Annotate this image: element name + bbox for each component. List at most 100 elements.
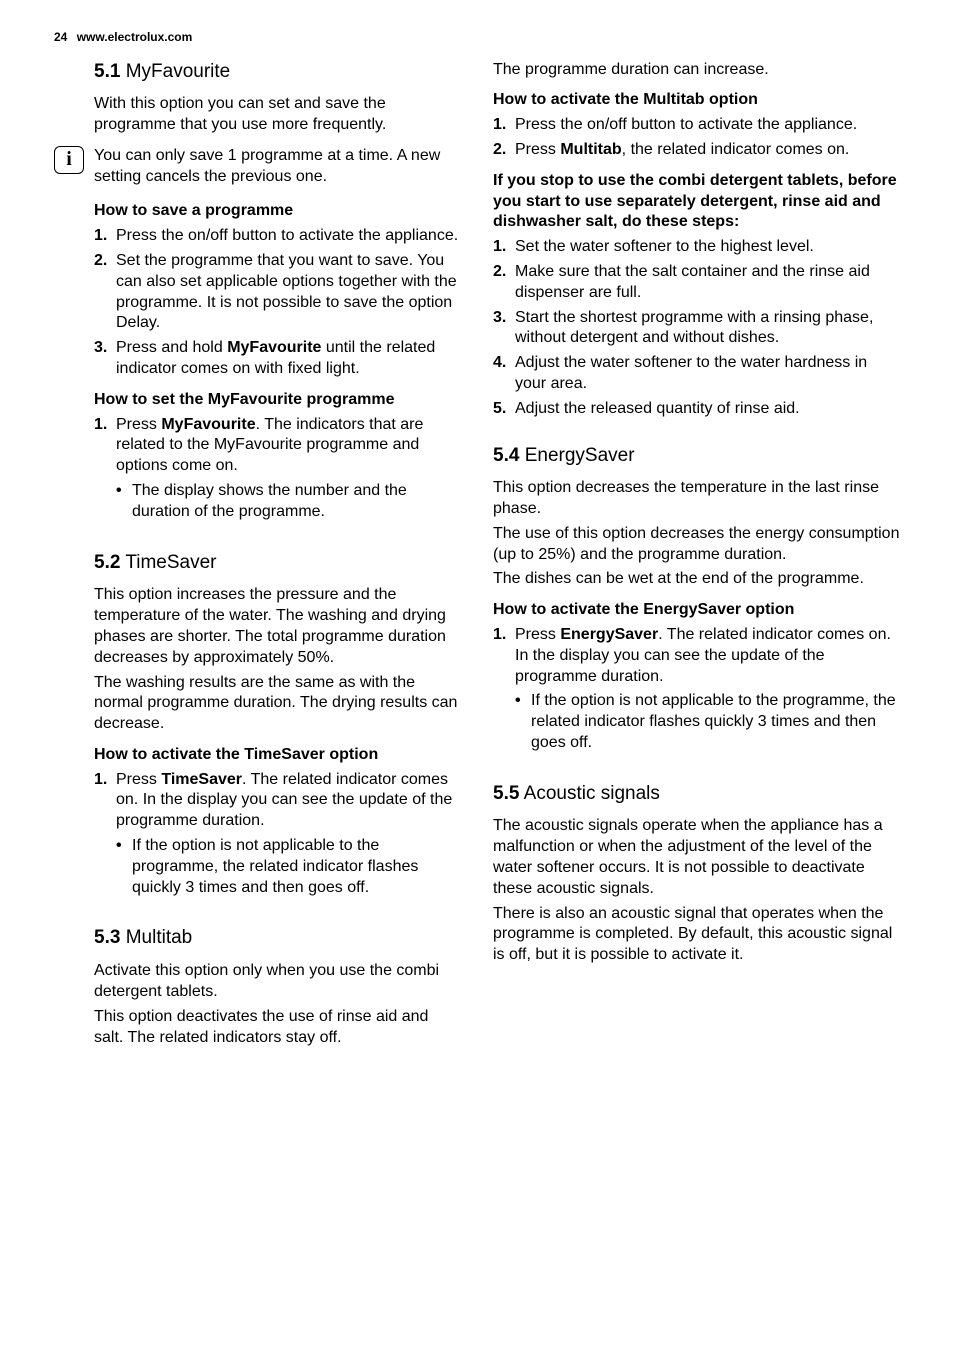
heading-title: Acoustic signals	[524, 783, 660, 804]
heading-5-2: 5.2 TimeSaver	[94, 551, 461, 576]
body-text: The acoustic signals operate when the ap…	[493, 816, 900, 899]
body-text: The washing results are the same as with…	[94, 673, 461, 735]
heading-num: 5.1	[94, 61, 120, 82]
text-part: Press and hold	[116, 339, 227, 356]
bullet-text: If the option is not applicable to the p…	[531, 691, 900, 753]
list-item: 2.Make sure that the salt container and …	[493, 262, 900, 304]
step-text: Start the shortest programme with a rins…	[515, 308, 900, 350]
step-marker: 4.	[493, 353, 515, 395]
text-part: Press	[515, 626, 560, 643]
body-text: This option decreases the temperature in…	[493, 478, 900, 520]
page-header: 24 www.electrolux.com	[54, 30, 900, 46]
header-url: www.electrolux.com	[77, 30, 193, 44]
heading-5-4: 5.4 EnergySaver	[493, 444, 900, 469]
text-part: Press	[116, 771, 161, 788]
step-text: Press the on/off button to activate the …	[116, 226, 461, 247]
list-item: 3.Press and hold MyFavourite until the r…	[94, 338, 461, 380]
step-marker: 2.	[493, 140, 515, 161]
step-text: Press MyFavourite. The indicators that a…	[116, 415, 461, 527]
text-part: Press	[116, 416, 161, 433]
list-item: 1.Set the water softener to the highest …	[493, 237, 900, 258]
step-text: Set the water softener to the highest le…	[515, 237, 900, 258]
list-item: 2.Press Multitab, the related indicator …	[493, 140, 900, 161]
intro-text: With this option you can set and save th…	[94, 94, 461, 136]
body-text: The use of this option decreases the ene…	[493, 524, 900, 566]
heading-num: 5.5	[493, 783, 519, 804]
step-marker: 1.	[94, 226, 116, 247]
set-steps-list: 1. Press MyFavourite. The indicators tha…	[94, 415, 461, 527]
bullet-item: If the option is not applicable to the p…	[515, 691, 900, 753]
heading-5-5: 5.5 Acoustic signals	[493, 782, 900, 807]
heading-num: 5.4	[493, 445, 519, 466]
heading-title: MyFavourite	[126, 61, 231, 82]
step-text: Press TimeSaver. The related indicator c…	[116, 770, 461, 903]
info-text: You can only save 1 programme at a time.…	[94, 146, 461, 188]
section-5-5: 5.5 Acoustic signals The acoustic signal…	[493, 782, 900, 966]
save-steps-list: 1.Press the on/off button to activate th…	[94, 226, 461, 380]
section-5-2: 5.2 TimeSaver This option increases the …	[54, 551, 461, 903]
list-item: 3.Start the shortest programme with a ri…	[493, 308, 900, 350]
step-marker: 5.	[493, 399, 515, 420]
body-text: The programme duration can increase.	[493, 60, 900, 81]
heading-5-1: 5.1 MyFavourite	[94, 60, 461, 85]
body-text: There is also an acoustic signal that op…	[493, 904, 900, 966]
body-text: This option deactivates the use of rinse…	[94, 1007, 461, 1049]
step-marker: 1.	[94, 770, 116, 903]
subheading-activate-energysaver: How to activate the EnergySaver option	[493, 600, 900, 621]
section-5-3-left: 5.3 Multitab Activate this option only w…	[54, 926, 461, 1048]
heading-title: EnergySaver	[525, 445, 635, 466]
bullet-item: The display shows the number and the dur…	[116, 481, 461, 523]
activate-steps-list: 1. Press TimeSaver. The related indicato…	[94, 770, 461, 903]
step-text: Make sure that the salt container and th…	[515, 262, 900, 304]
list-item: 1. Press TimeSaver. The related indicato…	[94, 770, 461, 903]
info-icon: i	[54, 146, 84, 174]
step-text: Press EnergySaver. The related indicator…	[515, 625, 900, 758]
bullet-item: If the option is not applicable to the p…	[116, 836, 461, 898]
step-text: Adjust the water softener to the water h…	[515, 353, 900, 395]
step-marker: 1.	[493, 625, 515, 758]
list-item: 5.Adjust the released quantity of rinse …	[493, 399, 900, 420]
step-marker: 3.	[493, 308, 515, 350]
section-5-1: 5.1 MyFavourite With this option you can…	[54, 60, 461, 527]
heading-title: Multitab	[126, 927, 193, 948]
heading-num: 5.3	[94, 927, 120, 948]
stop-combi-list: 1.Set the water softener to the highest …	[493, 237, 900, 419]
subheading-set: How to set the MyFavourite programme	[94, 390, 461, 411]
bullet-text: If the option is not applicable to the p…	[132, 836, 461, 898]
bold-term: MyFavourite	[227, 339, 321, 356]
list-item: 1.Press the on/off button to activate th…	[493, 115, 900, 136]
list-item: 2.Set the programme that you want to sav…	[94, 251, 461, 334]
step-marker: 2.	[493, 262, 515, 304]
step-marker: 3.	[94, 338, 116, 380]
list-item: 1. Press MyFavourite. The indicators tha…	[94, 415, 461, 527]
bold-term: TimeSaver	[161, 771, 242, 788]
list-item: 1.Press the on/off button to activate th…	[94, 226, 461, 247]
subheading-activate-multitab: How to activate the Multitab option	[493, 90, 900, 111]
list-item: 1. Press EnergySaver. The related indica…	[493, 625, 900, 758]
step-text: Set the programme that you want to save.…	[116, 251, 461, 334]
body-text: The dishes can be wet at the end of the …	[493, 569, 900, 590]
subheading-activate: How to activate the TimeSaver option	[94, 745, 461, 766]
subheading-stop-combi: If you stop to use the combi detergent t…	[493, 171, 900, 233]
info-note: i You can only save 1 programme at a tim…	[54, 146, 461, 188]
sub-bullet-list: The display shows the number and the dur…	[116, 481, 461, 523]
heading-title: TimeSaver	[125, 552, 216, 573]
sub-bullet-list: If the option is not applicable to the p…	[515, 691, 900, 753]
bold-term: EnergySaver	[560, 626, 658, 643]
right-column: The programme duration can increase. How…	[493, 60, 900, 1053]
body-text: Activate this option only when you use t…	[94, 961, 461, 1003]
step-text: Adjust the released quantity of rinse ai…	[515, 399, 900, 420]
bold-term: Multitab	[560, 141, 621, 158]
section-5-3-right: The programme duration can increase. How…	[493, 60, 900, 420]
sub-bullet-list: If the option is not applicable to the p…	[116, 836, 461, 898]
step-marker: 1.	[94, 415, 116, 527]
content-columns: 5.1 MyFavourite With this option you can…	[54, 60, 900, 1053]
body-text: This option increases the pressure and t…	[94, 585, 461, 668]
activate-multitab-list: 1.Press the on/off button to activate th…	[493, 115, 900, 161]
text-part: , the related indicator comes on.	[622, 141, 850, 158]
step-text: Press and hold MyFavourite until the rel…	[116, 338, 461, 380]
section-5-4: 5.4 EnergySaver This option decreases th…	[493, 444, 900, 758]
step-marker: 1.	[493, 237, 515, 258]
list-item: 4.Adjust the water softener to the water…	[493, 353, 900, 395]
bullet-text: The display shows the number and the dur…	[132, 481, 461, 523]
